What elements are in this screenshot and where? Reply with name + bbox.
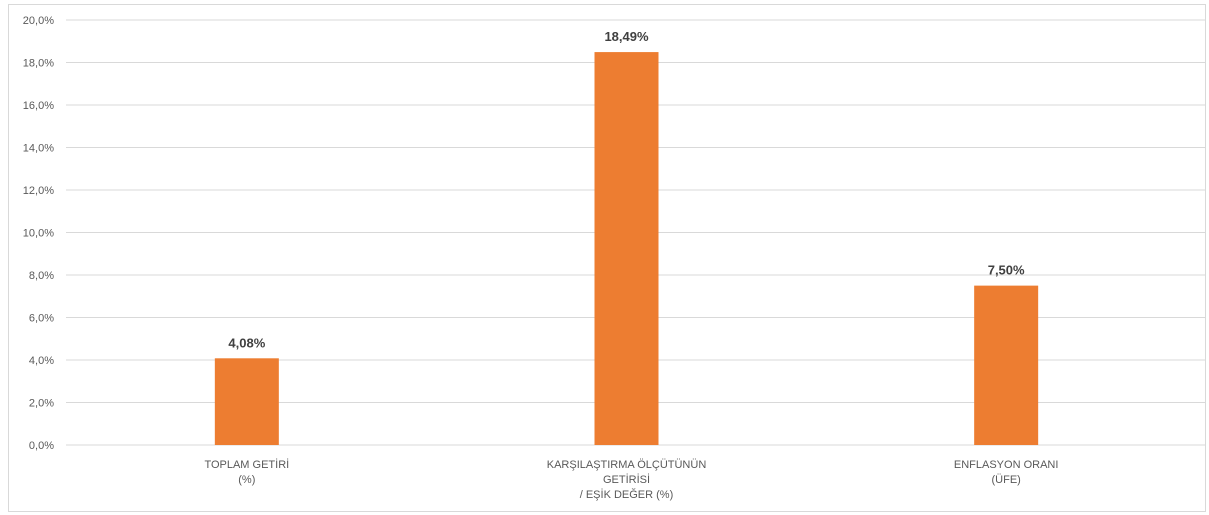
x-category-label: TOPLAM GETİRİ	[204, 458, 289, 471]
y-tick-label: 0,0%	[29, 440, 54, 452]
x-category-label: KARŞILAŞTIRMA ÖLÇÜTÜNÜN	[547, 459, 707, 471]
y-tick-label: 6,0%	[29, 313, 54, 325]
y-tick-label: 14,0%	[23, 143, 54, 155]
bar	[974, 285, 1039, 445]
bar	[594, 52, 659, 446]
data-label: 18,49%	[604, 29, 649, 44]
y-tick-label: 8,0%	[29, 270, 54, 282]
y-tick-label: 2,0%	[29, 398, 54, 410]
x-category-label: / EŞİK DEĞER (%)	[580, 488, 674, 501]
y-tick-label: 20,0%	[23, 15, 54, 27]
y-tick-label: 16,0%	[23, 100, 54, 112]
x-category-label: (ÜFE)	[992, 474, 1021, 486]
data-label: 7,50%	[988, 263, 1025, 278]
data-label: 4,08%	[228, 335, 265, 350]
x-category-label: ENFLASYON ORANI	[954, 459, 1059, 471]
chart-frame	[8, 4, 1206, 512]
y-tick-label: 18,0%	[23, 58, 54, 70]
y-tick-label: 12,0%	[23, 185, 54, 197]
y-tick-label: 4,0%	[29, 355, 54, 367]
bar	[214, 358, 279, 445]
x-category-label: GETİRİSİ	[603, 473, 650, 486]
y-tick-label: 10,0%	[23, 228, 54, 240]
x-category-label: (%)	[238, 474, 255, 486]
